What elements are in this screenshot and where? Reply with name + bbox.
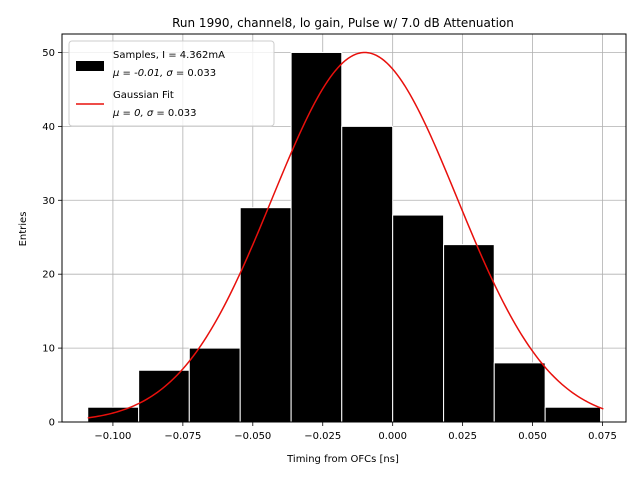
legend-fit-sigma: σ bbox=[147, 108, 154, 119]
y-axis-label: Entries bbox=[18, 212, 29, 247]
x-tick-label: −0.100 bbox=[94, 431, 131, 442]
histogram-bar-5 bbox=[341, 125, 394, 423]
legend-samples-line1: Samples, I = 4.362mA bbox=[113, 50, 225, 61]
gaussian-fit-curve bbox=[87, 51, 604, 419]
x-tick-label: 0.050 bbox=[518, 431, 547, 442]
histogram-bar-0 bbox=[87, 406, 140, 423]
legend-fit-sigma-value: = 0.033 bbox=[153, 108, 196, 119]
histogram-bar-3 bbox=[239, 207, 292, 423]
legend-samples-sigma: σ bbox=[166, 68, 173, 79]
x-tick-label: 0.025 bbox=[448, 431, 477, 442]
y-tick-label: 30 bbox=[42, 196, 55, 207]
x-tick-label: −0.025 bbox=[304, 431, 341, 442]
x-tick-label: −0.075 bbox=[164, 431, 201, 442]
legend-samples-swatch bbox=[76, 61, 104, 71]
y-axis-ticks: 0 10 20 30 40 50 bbox=[42, 48, 62, 429]
histogram-bar-7 bbox=[443, 244, 495, 423]
histogram-bar-9 bbox=[544, 406, 602, 423]
y-tick-label: 40 bbox=[42, 122, 55, 133]
legend-fit-line1: Gaussian Fit bbox=[113, 90, 174, 101]
histogram-bar-2 bbox=[188, 347, 241, 423]
x-tick-label: 0.075 bbox=[588, 431, 617, 442]
legend: Samples, I = 4.362mA μ = -0.01, σ = 0.03… bbox=[68, 40, 275, 127]
x-axis-label: Timing from OFCs [ns] bbox=[286, 454, 399, 465]
histogram-bar-8 bbox=[493, 362, 546, 423]
y-tick-label: 10 bbox=[42, 344, 55, 355]
legend-fit-line2: μ = 0, σ = 0.033 bbox=[112, 108, 197, 119]
y-tick-label: 20 bbox=[42, 270, 55, 281]
histogram-bar-4 bbox=[290, 51, 343, 423]
legend-samples-line2: μ = -0.01, σ = 0.033 bbox=[112, 68, 216, 79]
y-tick-label: 0 bbox=[49, 418, 55, 429]
histogram-bar-1 bbox=[138, 369, 190, 423]
histogram-bar-6 bbox=[392, 214, 445, 423]
x-tick-label: −0.050 bbox=[234, 431, 271, 442]
legend-samples-sigma-value: = 0.033 bbox=[173, 68, 216, 79]
legend-box bbox=[68, 40, 275, 127]
chart-title: Run 1990, channel8, lo gain, Pulse w/ 7.… bbox=[172, 16, 514, 30]
x-axis-ticks: −0.100 −0.075 −0.050 −0.025 0.000 0.025 0.050 0… bbox=[94, 422, 617, 442]
legend-fit-mu: μ = 0, bbox=[112, 108, 147, 119]
histogram-bars bbox=[87, 51, 602, 423]
y-tick-label: 50 bbox=[42, 48, 55, 59]
x-tick-label: 0.000 bbox=[378, 431, 407, 442]
legend-samples-mu: μ = -0.01, bbox=[112, 68, 166, 79]
fit-curve-layer bbox=[87, 51, 604, 419]
plot-frame bbox=[61, 33, 627, 423]
